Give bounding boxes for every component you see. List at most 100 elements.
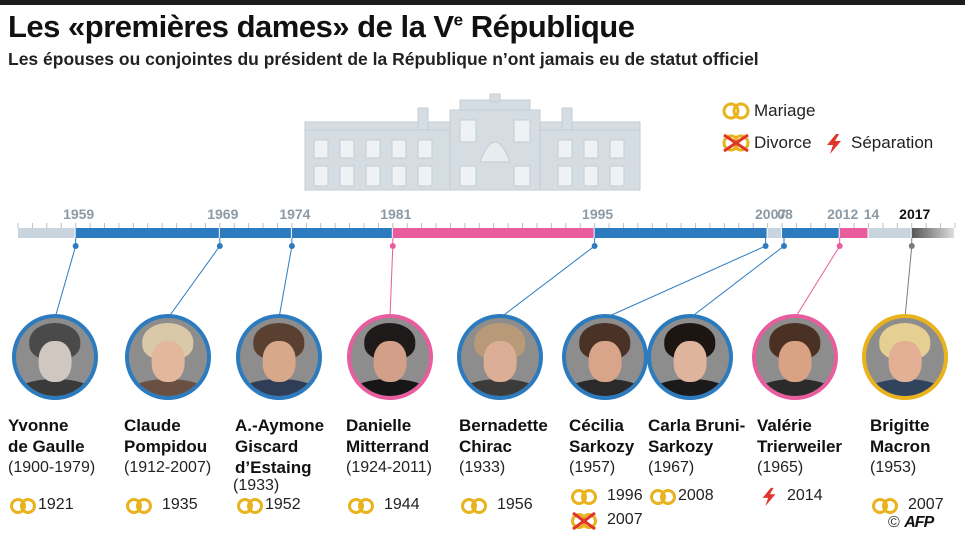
portrait-face (38, 341, 72, 382)
portrait-photo (347, 314, 433, 400)
wedding-rings-icon (10, 498, 36, 514)
portrait-shoulders (16, 378, 94, 396)
first-lady-name-line: Sarkozy (569, 437, 635, 456)
portrait-photo (862, 314, 948, 400)
portrait-shoulders (651, 378, 729, 396)
first-lady-lifespan: (1953) (870, 459, 917, 476)
event-year: 2007 (908, 496, 944, 513)
timeline-connector-line (794, 245, 841, 319)
event-year: 1935 (162, 496, 198, 513)
portrait-face (588, 341, 622, 382)
portrait-face (888, 341, 922, 382)
event-year: 1944 (384, 496, 420, 513)
legend-separation-label: Séparation (851, 133, 934, 152)
timeline-segment (767, 228, 782, 238)
first-lady-name-line: Trierweiler (757, 437, 843, 456)
first-lady-name-line: d’Estaing (235, 458, 312, 477)
timeline-tick-label: 08 (777, 206, 793, 222)
page-subtitle: Les épouses ou conjointes du président d… (8, 49, 759, 69)
timeline-segment (392, 228, 594, 238)
event-year: 1956 (497, 496, 533, 513)
portrait-face (778, 341, 812, 382)
first-lady-name-line: Mitterrand (346, 437, 430, 456)
first-lady-lifespan: (1924-2011) (346, 459, 432, 476)
timeline-segment (219, 228, 291, 238)
timeline-segment (18, 228, 75, 238)
timeline-connector-line (689, 245, 785, 319)
first-lady-lifespan: (1900-1979) (8, 459, 96, 476)
timeline-connector-line (278, 245, 293, 319)
first-lady-lifespan: (1965) (757, 459, 804, 476)
wedding-rings-icon (348, 498, 374, 514)
portrait-shoulders (129, 378, 207, 396)
timeline-connector-line (167, 245, 221, 319)
portrait-photo (457, 314, 543, 400)
portrait-photo (125, 314, 211, 400)
portrait-photo (752, 314, 838, 400)
first-lady-name: Claude Pompidou (124, 415, 207, 457)
timeline-connector-line (54, 245, 77, 319)
first-lady-name-line: Cécilia (569, 416, 624, 435)
lightning-bolt-icon (762, 487, 776, 507)
portrait-photo (647, 314, 733, 400)
copyright-symbol: © (888, 514, 900, 531)
wedding-rings-icon (872, 498, 898, 514)
wedding-rings-icon (722, 102, 750, 120)
first-lady-name-line: Pompidou (124, 437, 208, 456)
event-year: 2014 (787, 487, 823, 504)
legend-mariage-label: Mariage (754, 101, 816, 120)
portrait-photo (12, 314, 98, 400)
title-superscript: e (453, 10, 463, 30)
first-lady-lifespan: (1933) (459, 459, 506, 476)
portrait-photo (562, 314, 648, 400)
timeline-segment (75, 228, 219, 238)
first-lady-lifespan: (1933) (233, 477, 280, 494)
first-lady-name: Cécilia Sarkozy (569, 415, 634, 457)
timeline-tick-label: 2012 (827, 206, 858, 222)
portrait-photo (236, 314, 322, 400)
title-end: République (462, 9, 635, 44)
timeline-tick-label: 14 (864, 206, 880, 222)
first-lady-name-line: Giscard (235, 437, 299, 456)
title-main: Les «premières dames» de la V (8, 9, 454, 44)
timeline-tick-label: 1974 (279, 206, 310, 222)
first-lady-lifespan: (1967) (648, 459, 695, 476)
wedding-rings-icon (461, 498, 487, 514)
first-lady-name-line: de Gaulle (8, 437, 85, 456)
first-lady-lifespan: (1912-2007) (124, 459, 212, 476)
first-lady-name-line: Yvonne (8, 416, 69, 435)
portrait-face (673, 341, 707, 382)
portrait-face (262, 341, 296, 382)
timeline-tick-label: 1995 (582, 206, 613, 222)
event-year: 1921 (38, 496, 74, 513)
portrait-shoulders (566, 378, 644, 396)
event-year: 2008 (678, 487, 714, 504)
first-lady-name-line: Bernadette (459, 416, 548, 435)
wedding-rings-icon (237, 498, 263, 514)
agency-logo: AFP (904, 514, 934, 531)
timeline-segment (782, 228, 839, 238)
timeline-connector-line (499, 245, 595, 319)
portrait-shoulders (351, 378, 429, 396)
first-lady-name: A.-Aymone Giscard d’Estaing (235, 415, 324, 478)
first-lady-name: Yvonne de Gaulle (8, 415, 85, 457)
first-lady-name: Brigitte Macron (870, 415, 930, 457)
portrait-face (151, 341, 185, 382)
wedding-rings-icon (571, 489, 597, 505)
wedding-rings-icon (126, 498, 152, 514)
first-lady-name: Bernadette Chirac (459, 415, 548, 457)
timeline-tick-label: 1959 (63, 206, 94, 222)
first-lady-name-line: A.-Aymone (235, 416, 325, 435)
timeline-tick-label: 2017 (899, 206, 930, 222)
timeline-segment (594, 228, 767, 238)
portrait-face (483, 341, 517, 382)
timeline-segment (839, 228, 868, 238)
divorce-icon (571, 512, 597, 530)
timeline-connector-line (604, 245, 766, 319)
credit: © AFP (888, 514, 934, 532)
timeline-tick-label: 1981 (380, 206, 411, 222)
portrait-shoulders (756, 378, 834, 396)
event-year: 1952 (265, 496, 301, 513)
event-year: 1996 (607, 487, 643, 504)
portrait-shoulders (461, 378, 539, 396)
